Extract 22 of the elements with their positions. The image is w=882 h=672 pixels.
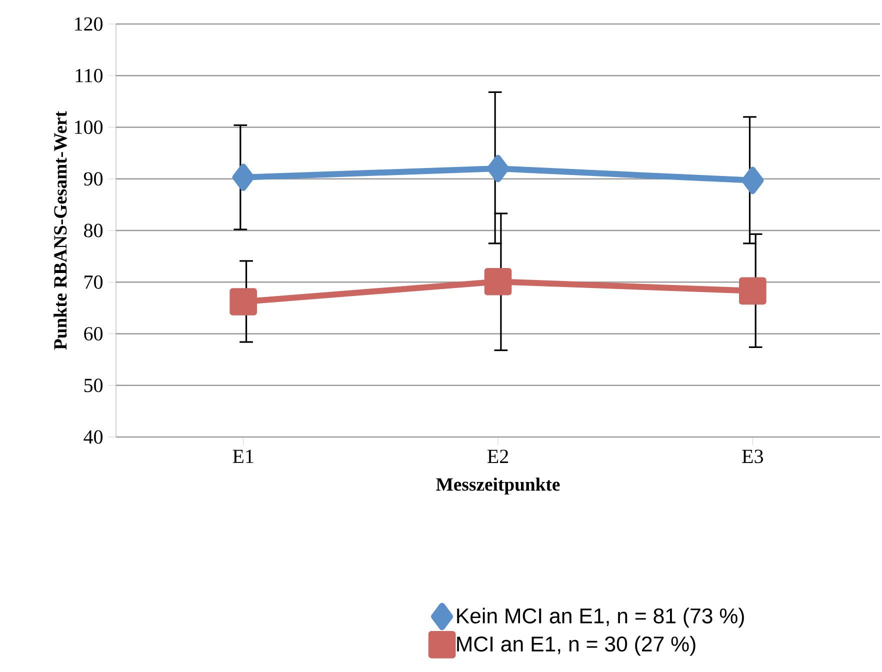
y-tick-label: 110 [76,68,103,82]
y-tick-label: 120 [75,17,103,31]
legend-label: Kein MCI an E1, n = 81 (73 %) [457,608,744,628]
y-tick-label: 90 [84,172,103,186]
point [232,164,254,191]
x-axis-title: Messzeitpunkte [436,478,560,495]
y-tick-label: 50 [84,378,103,392]
point [739,277,766,305]
y-tick-label: 70 [84,275,103,289]
x-tick-label: E2 [487,450,508,463]
y-tick-label: 60 [84,327,103,340]
point [742,166,764,194]
point [487,154,510,182]
y-tick-label: 80 [84,224,103,238]
y-axis-title: Punkte RBANS-Gesamt-Wert [54,111,67,350]
legend-label: MCI an E1, n = 30 (27 %) [457,636,696,656]
y-tick-label: 100 [75,120,103,134]
point [484,268,512,296]
x-tick-label: E1 [232,450,254,463]
x-tick-label: E3 [742,450,763,464]
y-tick-label: 40 [84,430,103,444]
point [230,288,257,316]
